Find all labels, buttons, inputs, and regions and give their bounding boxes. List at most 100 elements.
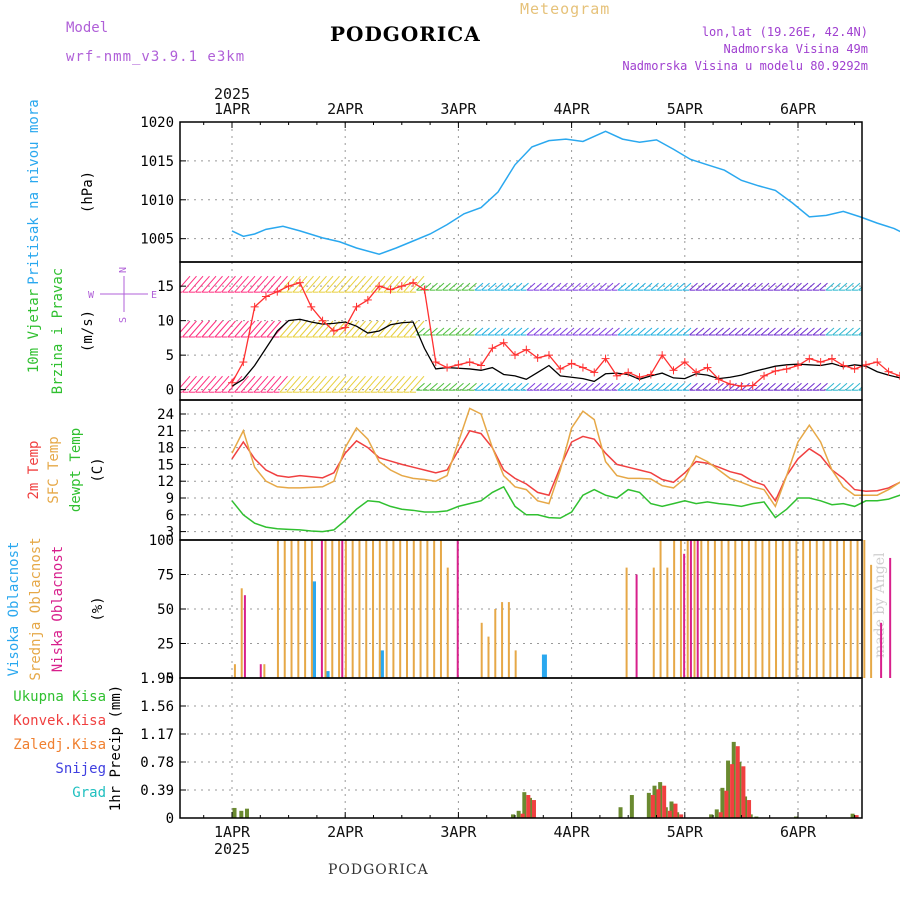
cloud-mid-bar: [405, 540, 408, 678]
y-tick-label: 10: [157, 314, 174, 330]
wind-barb: [780, 282, 789, 291]
wind-barbs: [180, 275, 862, 393]
y-tick-label: 1005: [140, 232, 174, 248]
wind-barb: [312, 375, 327, 393]
wind-barb: [403, 320, 418, 338]
temperature-frame: [179, 399, 863, 541]
top-day-label: 3APR: [440, 100, 477, 118]
wind-barb: [487, 282, 497, 291]
wind-barb: [767, 327, 776, 336]
cloud-mid-bar: [324, 540, 327, 678]
wind-barb: [598, 327, 607, 336]
wind-barb: [234, 320, 249, 338]
wind-barb: [572, 282, 581, 291]
wind-barb: [377, 375, 392, 393]
wind-barb: [325, 375, 340, 393]
wind-barb: [650, 382, 659, 391]
wind-barb: [500, 382, 510, 391]
cloud-mid-bar: [768, 540, 771, 678]
cloud-mid-bar: [781, 540, 784, 678]
cloud_cover-ylabel: (%): [90, 596, 106, 621]
wind-barb: [318, 375, 334, 393]
cloud-low-bar: [243, 595, 246, 678]
cloud-mid-bar: [433, 540, 436, 678]
wind-barb: [266, 320, 282, 338]
dewpoint-line: [231, 485, 900, 533]
cloud-mid-bar: [673, 540, 676, 678]
wind-barb: [786, 382, 796, 391]
wind-barb: [786, 282, 796, 291]
wind-barb: [273, 275, 288, 293]
wind-barb: [357, 320, 373, 338]
wind-barb: [299, 275, 314, 293]
wind-barb: [819, 327, 828, 336]
wind-barb: [585, 282, 594, 291]
wind-barb: [760, 382, 770, 391]
wind-barb: [442, 327, 451, 336]
wind-barb: [520, 282, 529, 291]
cloud-mid-bar: [734, 540, 737, 678]
wind-barb: [572, 382, 581, 391]
wind-barb: [188, 320, 204, 338]
wind-barb: [669, 382, 679, 391]
wind-barb: [708, 282, 718, 291]
compass-s: S: [118, 317, 129, 323]
wind-barb: [468, 382, 477, 391]
wind-barb: [767, 382, 776, 391]
compass-e: E: [151, 290, 157, 301]
top-day-label: 5APR: [667, 100, 704, 118]
wind-barb: [435, 282, 445, 291]
y-tick-label: 15: [157, 279, 174, 295]
y-tick-label: 0: [166, 383, 174, 399]
pressure-line: [231, 130, 900, 256]
wind-barb: [494, 282, 503, 291]
cloud-mid-bar: [842, 540, 845, 678]
precip-convective-bar: [650, 795, 655, 818]
wind-barb: [754, 282, 763, 291]
y-tick-label: 6: [166, 508, 174, 524]
cloud-mid-bar: [775, 540, 778, 678]
model-altitude-text: Nadmorska Visina u modelu 80.9292m: [622, 59, 868, 73]
wind-barb: [546, 282, 555, 291]
wind-barb: [617, 327, 627, 336]
wind-barb: [357, 275, 373, 293]
wind-barb: [494, 327, 503, 336]
precip-legend-item: Grad: [72, 785, 106, 801]
wind-barb: [793, 382, 802, 391]
precipitation-ylabel: 1hr Precip (mm): [108, 685, 124, 811]
wind-barb: [598, 282, 607, 291]
precip-legend-item: Snijeg: [55, 761, 106, 777]
y-tick-label: 21: [157, 424, 174, 440]
wind-barb: [344, 320, 360, 338]
wind-barb: [409, 275, 425, 293]
y-tick-label: 12: [157, 474, 174, 490]
wind-barb: [351, 375, 366, 393]
cloud-low-bar: [341, 540, 344, 678]
cloud-mid-bar: [344, 540, 347, 678]
cloud-mid-bar: [625, 567, 628, 678]
wind-barb: [455, 327, 464, 336]
wind-barb: [754, 382, 763, 391]
top-year-label: 2025: [214, 85, 250, 103]
wind-barb: [793, 282, 802, 291]
wind-barb: [663, 382, 672, 391]
precip-convective-bar: [520, 813, 525, 818]
wind-barb: [591, 282, 601, 291]
wind-barb: [715, 282, 724, 291]
wind-barb: [546, 327, 555, 336]
bottom-day-label: 2APR: [327, 823, 364, 841]
precip-total-bar: [244, 808, 249, 818]
wind-barb: [624, 282, 633, 291]
cloud-mid-bar: [331, 540, 334, 678]
wind-barb: [188, 275, 204, 293]
precip-convective-bar: [741, 766, 746, 818]
wind-barb: [461, 327, 471, 336]
wind-barb: [539, 282, 549, 291]
wind-barb: [448, 327, 458, 336]
wind-barb: [806, 382, 815, 391]
wind-barb: [364, 320, 379, 338]
wind-barb: [637, 327, 646, 336]
y-tick-label: 18: [157, 441, 174, 457]
wind-barb: [422, 327, 432, 336]
wind-barb: [663, 327, 672, 336]
